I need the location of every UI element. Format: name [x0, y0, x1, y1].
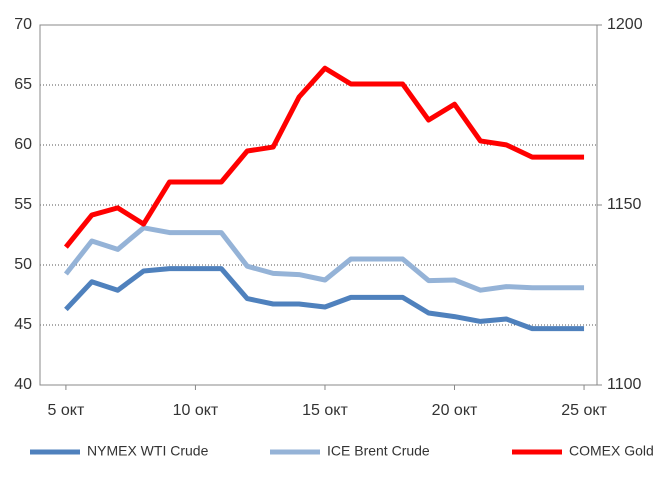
y-tick-label: 60: [14, 136, 32, 153]
y-tick-label: 50: [14, 256, 32, 273]
x-tick-label: 10 окт: [173, 402, 219, 419]
series-line: [63, 65, 585, 249]
legend-label: NYMEX WTI Crude: [87, 443, 209, 459]
y2-tick-label: 1200: [607, 16, 643, 33]
y2-tick-label: 1100: [607, 376, 642, 393]
series-line: [63, 225, 585, 293]
y2-tick-label: 1150: [607, 196, 642, 213]
x-tick-label: 25 окт: [561, 402, 607, 419]
x-tick-label: 5 окт: [48, 402, 85, 419]
series-line: [64, 266, 585, 332]
y-tick-label: 45: [14, 316, 32, 333]
y-tick-label: 70: [14, 16, 32, 33]
x-tick-label: 15 окт: [302, 402, 348, 419]
y-tick-label: 65: [14, 76, 32, 93]
legend-label: COMEX Gold: [569, 443, 654, 459]
legend-label: ICE Brent Crude: [327, 443, 430, 459]
y-tick-label: 55: [14, 196, 32, 213]
x-tick-label: 20 окт: [432, 402, 478, 419]
plot-frame: [39, 24, 598, 386]
y-tick-label: 40: [14, 376, 32, 393]
